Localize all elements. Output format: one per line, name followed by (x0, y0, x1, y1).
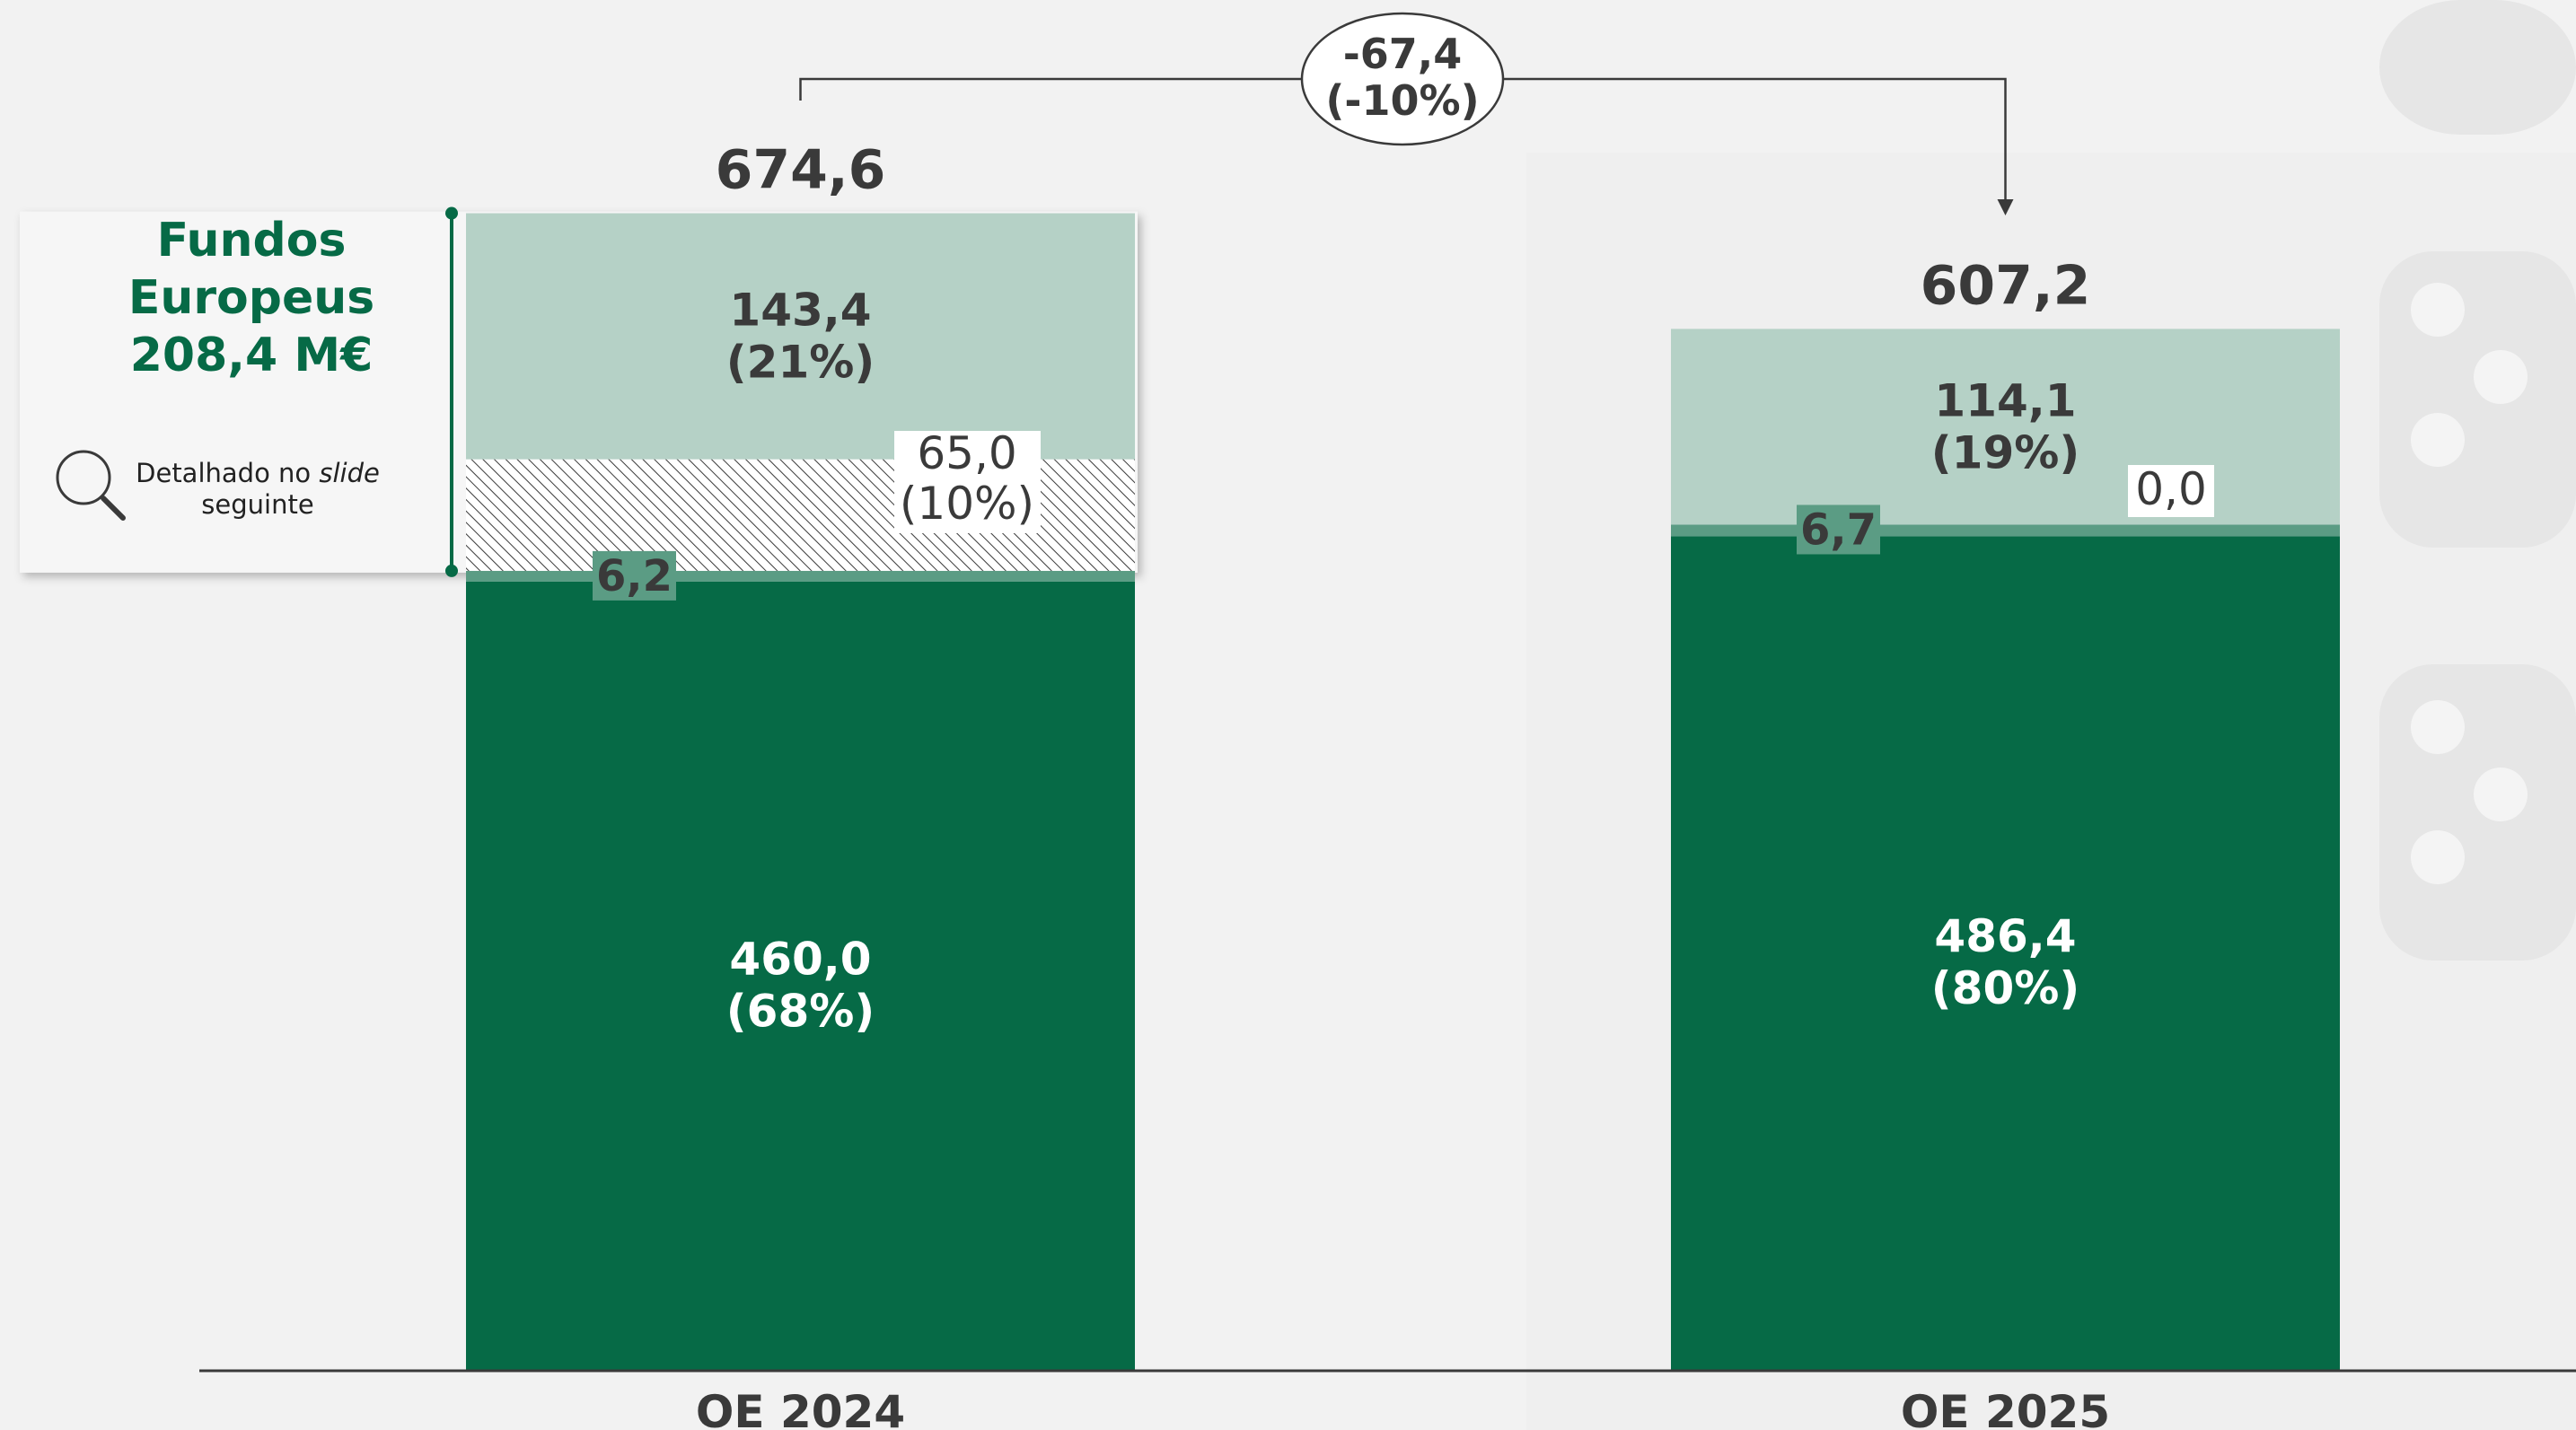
bars-group (466, 213, 2340, 1371)
data-label: 486,4 (1934, 910, 2076, 962)
bar-total-label: 674,6 (716, 139, 886, 202)
change-percent: (-10%) (1325, 76, 1479, 125)
data-label-box (2128, 465, 2214, 517)
x-tick-label: OE 2025 (1901, 1386, 2110, 1430)
bar-segment-light (1671, 329, 2340, 525)
bracket-dot (445, 564, 458, 577)
data-label: 6,7 (1800, 504, 1877, 555)
data-label: 65,0 (917, 427, 1016, 479)
labels-group: 460,0(68%) 143,4(21%) 6,2 65,0(10%) 674,6 OE … (56, 12, 2576, 1430)
data-label: 0,0 (2135, 463, 2207, 515)
background-emblem (2379, 251, 2576, 548)
change-value: -67,4 (1343, 30, 1463, 78)
data-label-badge (1797, 504, 1880, 555)
data-label: (80%) (1931, 962, 2079, 1014)
callout-note-line2: seguinte (201, 489, 313, 520)
callout-title: Europeus (128, 271, 374, 325)
magnifier-icon (56, 450, 126, 521)
bar-segment-mid (1671, 524, 2340, 537)
arrow-head-icon (1997, 199, 2014, 215)
callout-note: Detalhado no slide (136, 458, 380, 488)
bar-segment-light (466, 213, 1135, 460)
x-tick-label: OE 2024 (696, 1386, 905, 1430)
background-dot (2474, 768, 2528, 821)
callout-title: Fundos (157, 214, 347, 268)
bar-segment-dark (466, 581, 1135, 1371)
bar-segment-dark (1671, 536, 2340, 1371)
background-dot (2474, 350, 2528, 404)
data-label: (19%) (1931, 426, 2079, 478)
data-label: 460,0 (729, 933, 871, 985)
bracket-dot (445, 206, 458, 220)
data-label: 143,4 (729, 285, 871, 337)
data-label: 114,1 (1934, 374, 2076, 426)
background-emblem (2379, 664, 2576, 961)
background-dot (2411, 283, 2465, 337)
bar-total-label: 607,2 (1921, 254, 2091, 317)
callout-title: 208,4 M€ (130, 329, 374, 382)
data-label: (21%) (726, 337, 875, 389)
background-dot (2411, 413, 2465, 467)
background-dot (2411, 700, 2465, 754)
bar-segment-mid (466, 570, 1135, 582)
change-bubble (1300, 12, 1505, 146)
callout-note-italic: slide (319, 458, 379, 488)
callout-note-text: Detalhado no (136, 458, 319, 488)
background-emblem (2379, 0, 2576, 135)
data-label-badge (593, 550, 676, 601)
data-label: (68%) (726, 985, 875, 1037)
data-label-box (894, 431, 1041, 533)
background-dot (2411, 830, 2465, 884)
data-label: 6,2 (596, 551, 673, 601)
data-label: (10%) (900, 478, 1034, 530)
